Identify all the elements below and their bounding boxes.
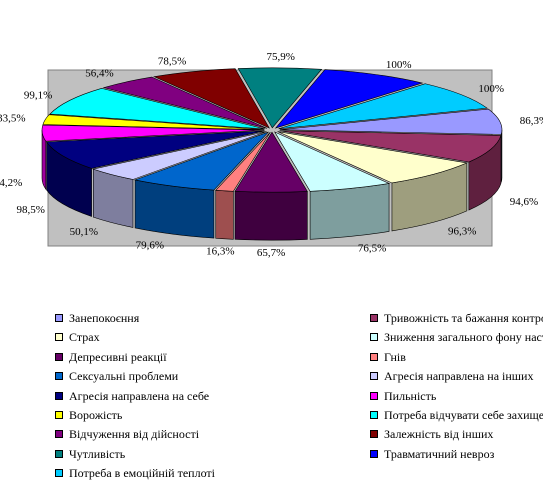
- legend-label: Пильність: [384, 388, 437, 403]
- legend-label: Страх: [69, 330, 100, 345]
- slice-side-4: [234, 191, 308, 241]
- pie-slice-8: [45, 130, 265, 169]
- pie-slice-13: [153, 68, 270, 129]
- legend-swatch: [55, 449, 63, 458]
- pie-chart-svg: 86,3% 94,6% 96,3% 76,5% 65,7% 16,3% 79,6% 50,1%…: [0, 51, 543, 259]
- data-label-3: 76,5%: [358, 243, 386, 255]
- legend-label: Сексуальні проблеми: [69, 369, 179, 384]
- pie-slice-15: [274, 69, 424, 129]
- legend-swatch: [370, 352, 378, 361]
- pie-slice-9: [41, 124, 265, 142]
- legend-label: Гнів: [384, 349, 406, 364]
- legend-label: Залежність від інших: [384, 427, 494, 442]
- legend-swatch: [370, 333, 378, 342]
- legend-swatch: [370, 449, 378, 458]
- pie-slice-1: [279, 130, 502, 163]
- legend-label: Зниження загального фону наст: [384, 330, 543, 345]
- legend-swatch: [370, 314, 378, 322]
- legend-label: Чутливість: [69, 446, 126, 461]
- legend-swatch: [55, 411, 63, 419]
- pie-slice-10: [42, 114, 265, 130]
- pie-slice-3: [274, 131, 391, 192]
- data-label-8: 98,5%: [16, 204, 44, 216]
- legend-swatch: [55, 391, 63, 400]
- data-label-9: 54,2%: [0, 177, 22, 189]
- data-label-11: 99,1%: [24, 90, 52, 102]
- pie-slice-14: [237, 67, 323, 129]
- slice-sides: [41, 129, 503, 241]
- legend-label: Депресивні реакції: [69, 349, 167, 364]
- data-label-1: 94,6%: [510, 196, 538, 208]
- data-label-7: 50,1%: [70, 226, 98, 238]
- legend-label: Агресія направлена на себе: [69, 388, 210, 403]
- slice-side-0: [500, 129, 503, 183]
- legend-swatch: [370, 372, 378, 381]
- pie-slice-0: [279, 108, 503, 135]
- slice-tops: [41, 67, 503, 193]
- pie-slice-6: [133, 131, 269, 191]
- legend-label: Потреба в емоційній теплоті: [69, 466, 215, 481]
- legend: Занепокоєння Тривожність та бажання контр…: [0, 300, 543, 500]
- pie-slice-11: [49, 87, 266, 130]
- pie-chart: 86,3% 94,6% 96,3% 76,5% 65,7% 16,3% 79,6% 50,1%…: [0, 51, 543, 259]
- data-label-4: 65,7%: [257, 247, 285, 259]
- legend-swatch: [55, 372, 63, 381]
- data-label-6: 79,6%: [136, 240, 164, 252]
- legend-label: Занепокоєння: [69, 311, 140, 325]
- slice-side-5: [215, 189, 234, 240]
- legend-swatch: [55, 430, 63, 439]
- pie-slice-4: [234, 131, 308, 193]
- data-label-10: 33,5%: [0, 113, 26, 125]
- data-label-12: 56,4%: [85, 68, 113, 80]
- legend-label: Травматичний невроз: [384, 446, 495, 461]
- data-label-5: 16,3%: [206, 245, 234, 257]
- legend-swatch: [370, 391, 378, 400]
- legend-label: Відчуження від дійсності: [69, 427, 200, 442]
- slice-side-3: [309, 183, 390, 240]
- data-label-13: 78,5%: [158, 55, 186, 67]
- data-label-16: 100%: [478, 83, 504, 95]
- data-label-14: 75,9%: [266, 51, 294, 63]
- legend-label: Тривожність та бажання контро: [384, 311, 543, 325]
- legend-swatch: [55, 469, 63, 478]
- legend-label: Потреба відчувати себе захище: [384, 408, 543, 422]
- legend-swatch: [55, 352, 63, 361]
- pie-slice-7: [92, 131, 267, 180]
- pie-slice-16: [278, 83, 488, 130]
- data-label-15: 100%: [386, 59, 412, 71]
- legend-swatch: [370, 411, 378, 419]
- pie-slice-2: [277, 131, 468, 184]
- pie-slice-12: [102, 76, 268, 129]
- legend-swatch: [370, 430, 378, 439]
- data-label-2: 96,3%: [448, 226, 476, 238]
- legend-swatch: [55, 314, 63, 322]
- pie-slice-5: [215, 131, 271, 192]
- legend-swatch: [55, 333, 63, 342]
- legend-label: Ворожість: [69, 408, 123, 422]
- data-labels: 86,3% 94,6% 96,3% 76,5% 65,7% 16,3% 79,6% 50,1%…: [0, 51, 543, 259]
- legend-label: Агресія направлена на інших: [384, 369, 534, 384]
- data-label-0: 86,3%: [520, 115, 543, 127]
